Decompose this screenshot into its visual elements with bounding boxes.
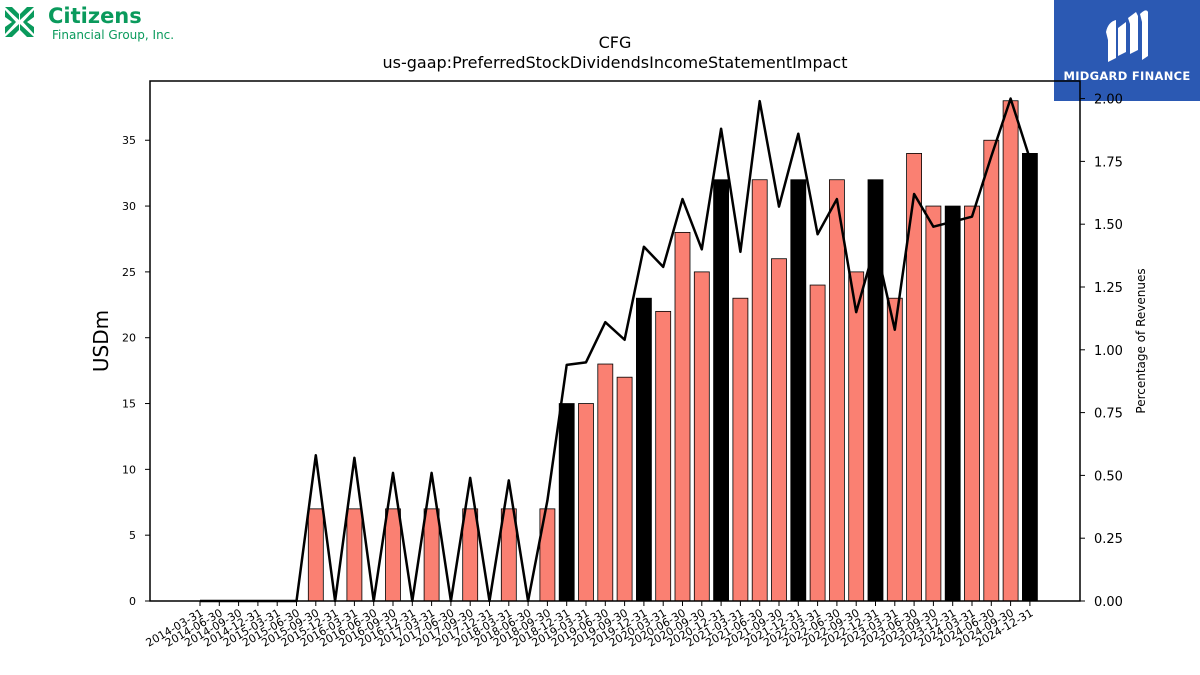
bar [809, 284, 826, 602]
bar [906, 153, 922, 602]
bar [964, 205, 980, 602]
citizens-logo-mark: Citizens Financial Group, Inc. [5, 4, 174, 42]
y2-tick-label: 1.50 [1094, 218, 1123, 233]
bar [732, 297, 749, 602]
y2-tick-label: 2.00 [1094, 93, 1123, 108]
bar [867, 179, 884, 602]
bar [1002, 100, 1019, 602]
citizens-logo-subtitle: Financial Group, Inc. [52, 28, 174, 42]
line-series [199, 97, 1032, 603]
citizens-logo-name: Citizens [48, 4, 142, 28]
bar [346, 508, 363, 602]
bar [674, 231, 691, 602]
y-tick-label: 30 [122, 200, 136, 213]
y-tick-label: 5 [129, 529, 136, 542]
y-tick-label: 10 [122, 463, 136, 476]
midgard-logo-text: MIDGARD FINANCE [1063, 69, 1191, 83]
bar [771, 258, 787, 602]
y-tick-label: 15 [122, 398, 136, 411]
bar [423, 508, 440, 602]
bar [578, 403, 594, 602]
bar [848, 271, 865, 602]
chart-title: CFG [599, 33, 632, 52]
bar [790, 179, 807, 602]
plot-frame [149, 80, 1081, 602]
y2-tick-label: 0.25 [1094, 532, 1123, 547]
y-tick-label: 35 [122, 134, 136, 147]
bar [829, 179, 845, 602]
y-tick-label: 25 [122, 266, 136, 279]
bar [693, 271, 710, 602]
bar [307, 508, 324, 602]
y-axis-right: 0.00 0.25 0.50 0.75 1.00 1.25 1.50 1.75 2.00 [1080, 93, 1123, 610]
bar-series [307, 100, 1038, 602]
bar [616, 376, 633, 602]
y2-axis-label: Percentage of Revenues [1134, 268, 1148, 413]
bar [462, 508, 479, 602]
bar [655, 310, 672, 602]
y2-tick-label: 0.50 [1094, 469, 1123, 484]
bar [925, 205, 942, 602]
bar [636, 297, 652, 602]
y-tick-label: 20 [122, 332, 136, 345]
x-axis: 2014-03-312014-06-302014-09-302014-12-31… [144, 601, 1035, 650]
y2-tick-label: 1.00 [1094, 344, 1123, 359]
bar [983, 139, 1000, 602]
bar [751, 179, 768, 602]
y-tick-label: 0 [129, 595, 136, 608]
bar [500, 508, 517, 602]
bar [597, 363, 614, 602]
bar [1022, 153, 1038, 602]
y2-tick-label: 0.75 [1094, 407, 1123, 422]
y-axis-label: USDm [89, 310, 113, 372]
y2-tick-label: 1.75 [1094, 155, 1123, 170]
bar [713, 179, 729, 602]
y-axis-left: 0 5 10 15 20 25 30 35 [122, 134, 150, 608]
line-path [200, 97, 1032, 603]
citizens-logo: Citizens Financial Group, Inc. [0, 0, 200, 48]
bar [558, 403, 575, 602]
bar [886, 297, 903, 602]
bar [385, 508, 401, 602]
bar [944, 205, 961, 602]
y2-tick-label: 1.25 [1094, 281, 1123, 296]
y2-tick-label: 0.00 [1094, 595, 1123, 610]
midgard-finance-logo: MIDGARD FINANCE [1054, 0, 1200, 101]
midgard-logo-mark [1106, 10, 1148, 62]
chart-subtitle: us-gaap:PreferredStockDividendsIncomeSta… [383, 53, 848, 72]
